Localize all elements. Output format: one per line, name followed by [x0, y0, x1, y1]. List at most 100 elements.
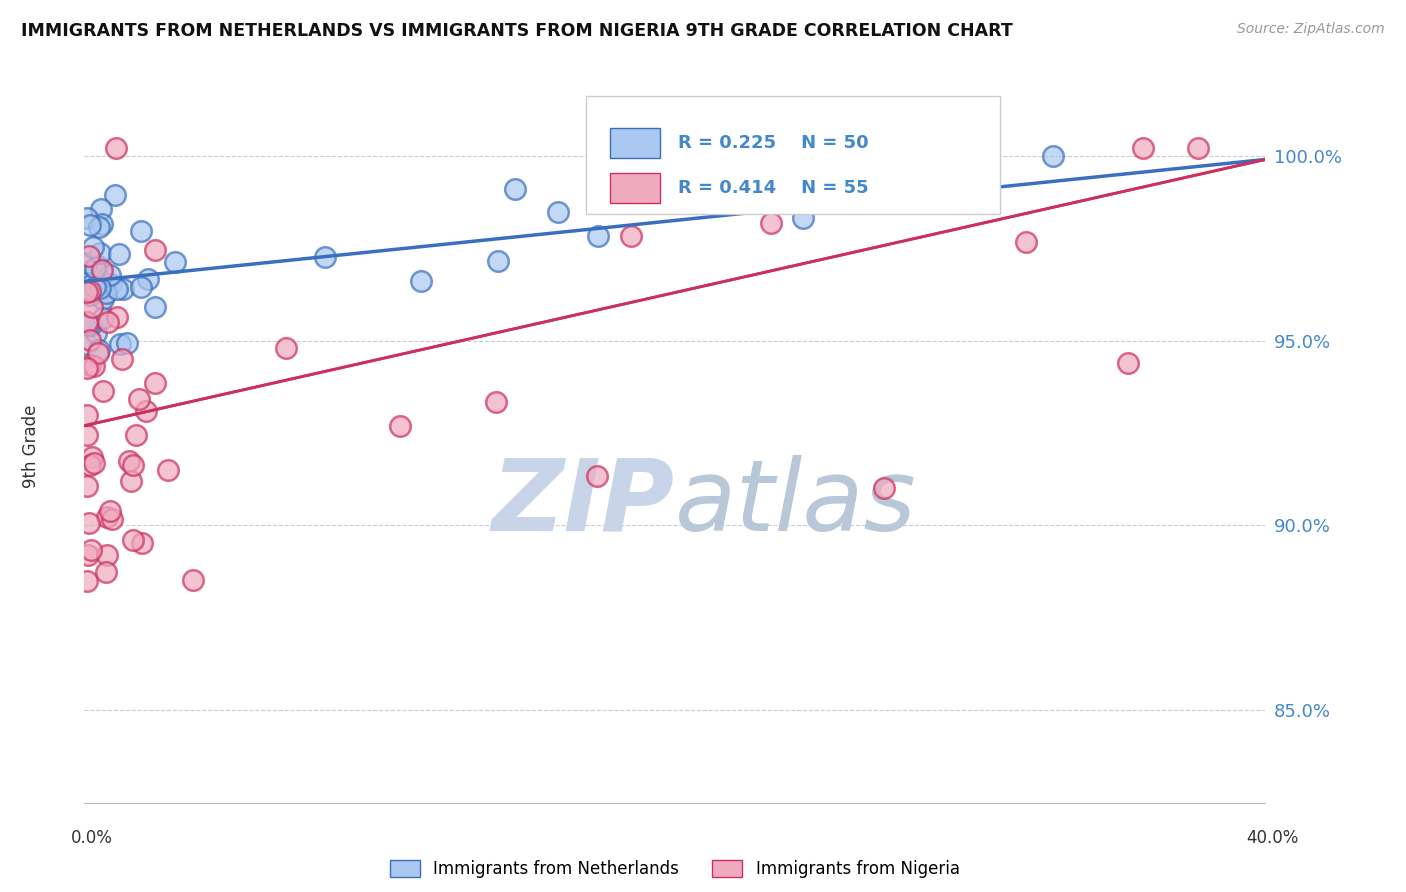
Point	[76, 315, 98, 329]
Point	[89, 219, 111, 234]
Point	[89, 245, 111, 260]
Point	[80, 300, 103, 314]
Point	[90, 202, 112, 216]
Point	[105, 310, 128, 324]
Point	[143, 376, 166, 391]
Point	[96, 565, 118, 579]
Point	[84, 280, 107, 294]
Point	[131, 536, 153, 550]
Point	[90, 263, 112, 277]
Point	[76, 267, 98, 281]
Point	[80, 269, 103, 284]
Point	[79, 287, 101, 301]
Point	[84, 326, 107, 341]
Point	[135, 404, 157, 418]
Point	[547, 205, 569, 219]
Text: R = 0.414    N = 55: R = 0.414 N = 55	[679, 179, 869, 197]
Point	[486, 253, 509, 268]
Text: ZIP: ZIP	[492, 455, 675, 551]
Point	[1118, 356, 1140, 370]
Point	[84, 261, 107, 276]
Point	[76, 408, 98, 422]
Point	[79, 219, 101, 233]
Point	[163, 255, 186, 269]
Point	[77, 548, 100, 562]
Point	[136, 271, 159, 285]
Point	[100, 277, 122, 291]
Point	[111, 352, 134, 367]
Point	[76, 478, 98, 492]
Point	[86, 346, 108, 360]
Point	[79, 318, 101, 332]
Text: 9th Grade: 9th Grade	[22, 404, 39, 488]
Point	[952, 141, 974, 155]
Point	[76, 427, 98, 442]
Point	[586, 468, 609, 483]
Point	[876, 194, 898, 209]
Point	[76, 337, 98, 351]
FancyBboxPatch shape	[586, 96, 1000, 214]
Point	[91, 311, 114, 326]
Point	[125, 427, 148, 442]
Point	[485, 395, 508, 409]
Point	[90, 262, 112, 277]
Point	[82, 240, 104, 254]
Point	[105, 141, 128, 155]
Point	[503, 182, 526, 196]
Point	[101, 512, 124, 526]
Point	[108, 337, 131, 351]
Text: 0.0%: 0.0%	[70, 829, 112, 847]
Point	[89, 281, 111, 295]
Text: 40.0%: 40.0%	[1246, 829, 1299, 847]
Point	[87, 259, 110, 273]
Point	[97, 315, 120, 329]
Point	[873, 481, 896, 495]
Point	[759, 216, 782, 230]
Point	[90, 217, 112, 231]
Point	[620, 229, 643, 244]
Point	[118, 454, 141, 468]
Text: R = 0.225    N = 50: R = 0.225 N = 50	[679, 134, 869, 152]
Point	[96, 548, 118, 562]
FancyBboxPatch shape	[610, 128, 659, 158]
Point	[91, 384, 114, 398]
Point	[117, 335, 139, 350]
Point	[276, 341, 298, 355]
Point	[76, 255, 98, 269]
Point	[122, 458, 145, 473]
Point	[120, 474, 142, 488]
Point	[105, 281, 128, 295]
Text: atlas: atlas	[675, 455, 917, 551]
Point	[707, 194, 730, 208]
Point	[76, 574, 98, 589]
Point	[409, 274, 432, 288]
Point	[129, 279, 152, 293]
Point	[122, 533, 145, 547]
Point	[82, 450, 104, 465]
Point	[76, 265, 98, 279]
Point	[183, 573, 205, 587]
Point	[80, 542, 103, 557]
Point	[389, 418, 412, 433]
Point	[76, 318, 98, 332]
Point	[855, 169, 877, 183]
Point	[143, 300, 166, 314]
Point	[77, 516, 100, 530]
Point	[1015, 235, 1038, 250]
Point	[1042, 149, 1064, 163]
Point	[98, 503, 121, 517]
Point	[96, 510, 118, 524]
Point	[83, 456, 105, 470]
Point	[100, 268, 122, 282]
Point	[91, 292, 114, 306]
Point	[143, 243, 166, 257]
Point	[586, 228, 609, 243]
Point	[1187, 141, 1209, 155]
Point	[76, 285, 98, 299]
Point	[104, 188, 127, 202]
Point	[128, 392, 150, 407]
Point	[79, 358, 101, 372]
Legend: Immigrants from Netherlands, Immigrants from Nigeria: Immigrants from Netherlands, Immigrants …	[384, 854, 966, 885]
Point	[77, 249, 100, 263]
Point	[314, 250, 336, 264]
